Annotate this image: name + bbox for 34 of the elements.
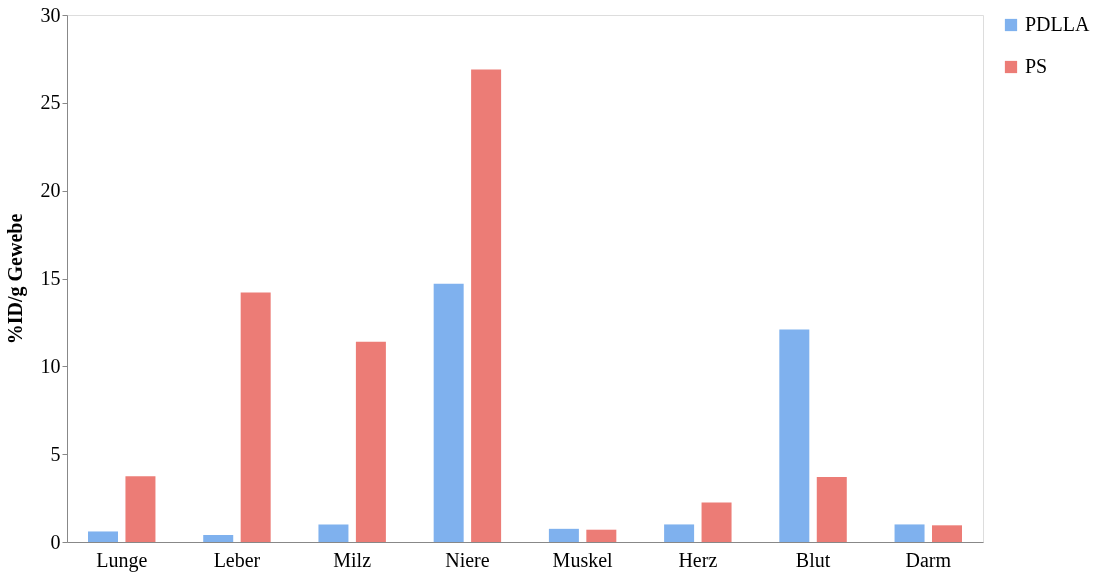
bar bbox=[471, 69, 502, 542]
x-tick-label: Milz bbox=[333, 548, 372, 571]
y-tick-label: 0 bbox=[50, 530, 61, 553]
x-tick-label: Lunge bbox=[96, 548, 148, 572]
bar bbox=[931, 525, 962, 542]
y-tick-label: 20 bbox=[40, 179, 61, 202]
bar bbox=[894, 524, 925, 542]
bar bbox=[779, 329, 810, 542]
bar bbox=[586, 529, 617, 542]
x-tick-label: Herz bbox=[678, 548, 718, 571]
legend-label: PS bbox=[1025, 55, 1048, 77]
bar bbox=[240, 292, 271, 542]
legend-label: PDLLA bbox=[1025, 13, 1090, 35]
bar bbox=[701, 502, 732, 542]
x-tick-label: Niere bbox=[445, 548, 490, 571]
bar bbox=[664, 524, 695, 542]
y-tick-label: 10 bbox=[40, 354, 61, 377]
bar bbox=[816, 477, 847, 542]
y-axis-title: %ID/g Gewebe bbox=[3, 213, 27, 345]
bar bbox=[125, 476, 156, 542]
y-tick-label: 5 bbox=[50, 442, 61, 465]
bar bbox=[548, 528, 579, 542]
x-tick-label: Blut bbox=[795, 548, 831, 571]
x-tick-label: Leber bbox=[213, 548, 261, 571]
bar bbox=[433, 283, 464, 542]
bar bbox=[355, 341, 386, 542]
y-tick-label: 15 bbox=[40, 267, 61, 289]
bar bbox=[88, 531, 119, 542]
y-tick-label: 30 bbox=[40, 3, 61, 26]
y-tick-label: 25 bbox=[40, 91, 61, 114]
x-tick-label: Muskel bbox=[552, 548, 614, 571]
x-tick-label: Darm bbox=[905, 548, 952, 571]
bar bbox=[318, 524, 349, 542]
bar bbox=[203, 534, 234, 542]
